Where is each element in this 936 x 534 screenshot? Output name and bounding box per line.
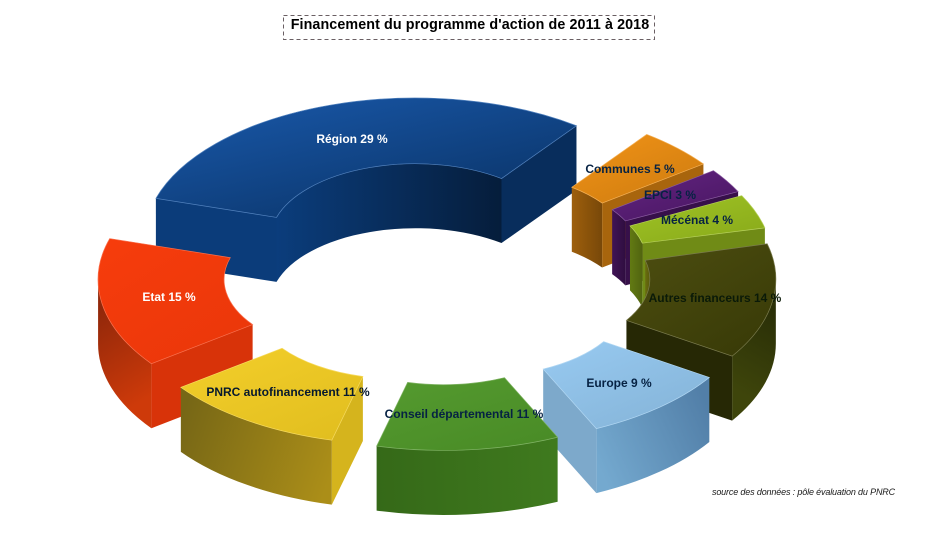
svg-text:Etat 15 %: Etat 15 % [142,290,196,304]
svg-text:EPCI 3 %: EPCI 3 % [644,188,696,202]
svg-text:Région 29 %: Région 29 % [316,132,388,146]
svg-text:PNRC autofinancement 11 %: PNRC autofinancement 11 % [206,385,370,399]
svg-text:Autres financeurs 14 %: Autres financeurs 14 % [649,291,782,305]
svg-text:Mécénat 4 %: Mécénat 4 % [661,213,733,227]
svg-text:Europe 9 %: Europe 9 % [586,376,652,390]
svg-text:Conseil départemental 11 %: Conseil départemental 11 % [385,407,544,421]
svg-text:Communes 5 %: Communes 5 % [585,162,675,176]
